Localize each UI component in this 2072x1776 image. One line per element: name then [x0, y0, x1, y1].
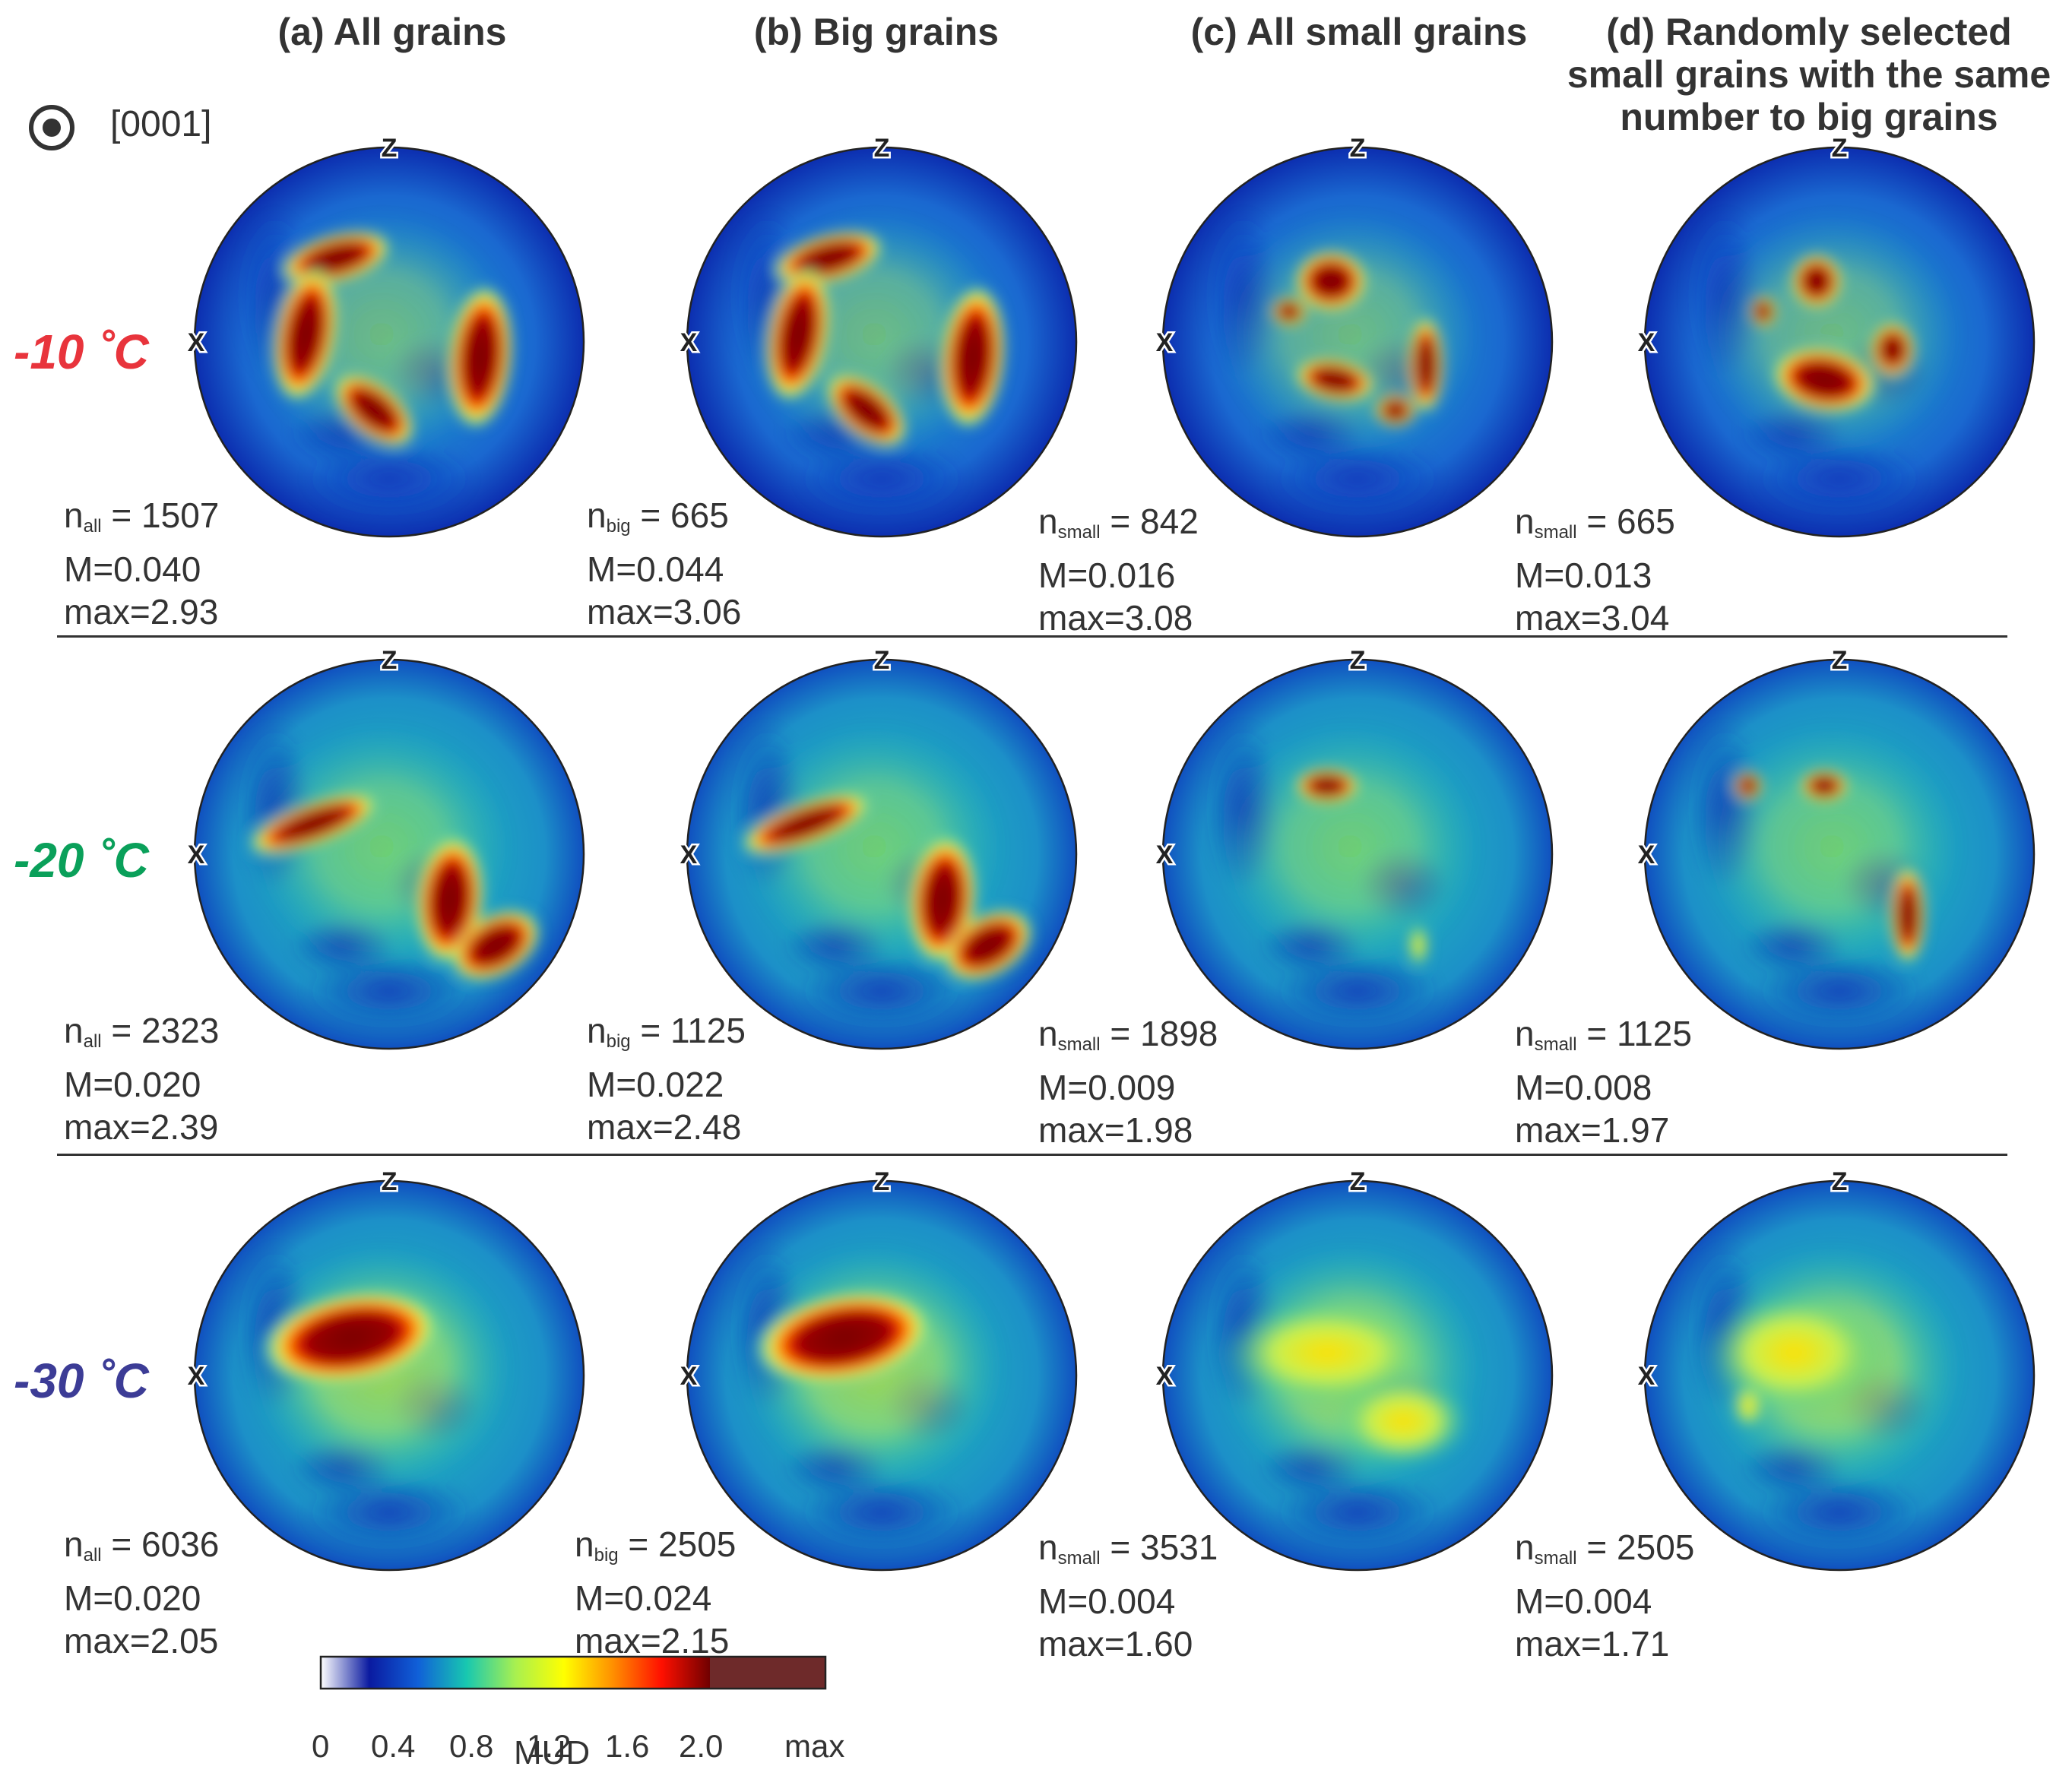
z-axis-label: Z — [874, 646, 890, 675]
pole-figure: ZX — [1636, 132, 2036, 538]
x-axis-label: X — [1156, 841, 1174, 869]
x-axis-label: X — [188, 328, 205, 357]
colorbar-gradient — [321, 1657, 710, 1689]
pole-figure: ZX — [678, 644, 1078, 1050]
stat-block: nall = 2323 M=0.020 max=2.39 — [64, 1011, 220, 1147]
colorbar-frame — [319, 1655, 827, 1690]
x-axis-label: X — [1638, 1362, 1655, 1391]
pole-figure: ZX — [1154, 132, 1554, 538]
column-title-c: (c) All small grains — [1190, 11, 1528, 53]
stat-block: nsmall = 842 M=0.016 max=3.08 — [1038, 502, 1199, 638]
x-axis-label: X — [1638, 328, 1655, 357]
z-axis-label: Z — [382, 646, 398, 675]
colorbar-tick-label: 1.6 — [605, 1728, 650, 1764]
row-label-minus-10: -10 ˚C — [14, 324, 149, 379]
pole-figure: ZX — [678, 132, 1078, 538]
x-axis-label: X — [1156, 1362, 1174, 1391]
z-axis-label: Z — [1832, 1167, 1848, 1196]
z-axis-label: Z — [1832, 134, 1848, 163]
stat-block: nall = 1507 M=0.040 max=2.93 — [64, 495, 220, 632]
x-axis-label: X — [1638, 841, 1655, 869]
column-title-d-line-1: (d) Randomly selected — [1606, 11, 2012, 53]
x-axis-label: X — [188, 1362, 205, 1391]
z-axis-label: Z — [1350, 646, 1366, 675]
stat-block: nbig = 665 M=0.044 max=3.06 — [587, 495, 742, 632]
row-label-minus-20: -20 ˚C — [14, 833, 149, 888]
colorbar-tick-label: 0.4 — [371, 1728, 416, 1764]
direction-label: [0001] — [110, 104, 212, 144]
x-axis-label: X — [1156, 328, 1174, 357]
pole-figure: ZX — [1154, 644, 1554, 1050]
x-axis-label: X — [680, 328, 698, 357]
stat-block: nsmall = 3531 M=0.004 max=1.60 — [1038, 1527, 1218, 1664]
colorbar-max-block — [710, 1657, 825, 1689]
x-axis-label: X — [680, 1362, 698, 1391]
z-axis-label: Z — [874, 1167, 890, 1196]
stat-block: nsmall = 665 M=0.013 max=3.04 — [1515, 502, 1675, 638]
stat-block: nsmall = 1125 M=0.008 max=1.97 — [1515, 1014, 1692, 1150]
colorbar-tick-label: 0 — [312, 1728, 330, 1764]
column-title-d-line-2: small grains with the same — [1567, 53, 2051, 96]
pole-figure: ZX — [678, 1166, 1078, 1572]
circled-dot-icon — [29, 105, 74, 150]
stat-block: nsmall = 1898 M=0.009 max=1.98 — [1038, 1014, 1218, 1150]
column-title-d: (d) Randomly selected small grains with … — [1551, 11, 2067, 138]
colorbar-tick-label: 2.0 — [679, 1728, 724, 1764]
x-axis-label: X — [680, 841, 698, 869]
z-axis-label: Z — [382, 1167, 398, 1196]
x-axis-label: X — [188, 841, 205, 869]
colorbar-tick-label: 1.2 — [527, 1728, 572, 1764]
z-axis-label: Z — [1350, 134, 1366, 163]
pole-figure: ZX — [185, 1166, 585, 1572]
colorbar-tick-label: max — [784, 1728, 845, 1764]
row-label-minus-30: -30 ˚C — [14, 1353, 149, 1408]
colorbar-title: MUD — [514, 1734, 591, 1771]
pole-figure: ZX — [1636, 644, 2036, 1050]
row-divider-1 — [57, 635, 2007, 638]
column-title-d-line-3: number to big grains — [1620, 96, 1998, 138]
stat-block: nbig = 2505 M=0.024 max=2.15 — [575, 1524, 737, 1660]
pole-figure: ZX — [1154, 1166, 1554, 1572]
z-axis-label: Z — [1350, 1167, 1366, 1196]
row-divider-2 — [57, 1154, 2007, 1156]
pole-figure: ZX — [185, 132, 585, 538]
colorbar-tick-label: 0.8 — [449, 1728, 494, 1764]
z-axis-label: Z — [382, 134, 398, 163]
pole-figure: ZX — [1636, 1166, 2036, 1572]
column-title-a: (a) All grains — [277, 11, 507, 53]
z-axis-label: Z — [1832, 646, 1848, 675]
stat-block: nall = 6036 M=0.020 max=2.05 — [64, 1524, 220, 1660]
stat-block: nsmall = 2505 M=0.004 max=1.71 — [1515, 1527, 1695, 1664]
pole-figure: ZX — [185, 644, 585, 1050]
column-title-b: (b) Big grains — [753, 11, 1000, 53]
z-axis-label: Z — [874, 134, 890, 163]
stat-block: nbig = 1125 M=0.022 max=2.48 — [587, 1011, 746, 1147]
